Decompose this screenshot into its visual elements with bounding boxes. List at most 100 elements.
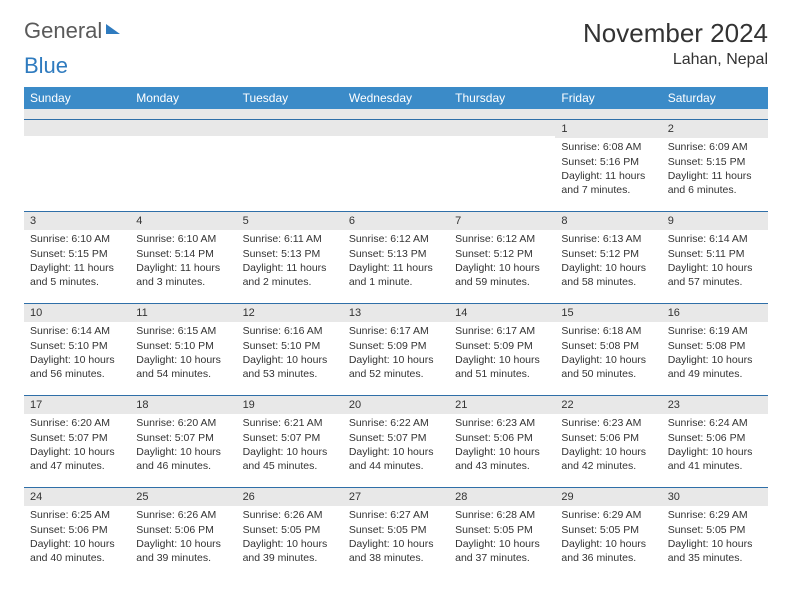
day-number xyxy=(237,120,343,136)
spacer-cell xyxy=(343,109,449,119)
calendar-cell: 19Sunrise: 6:21 AMSunset: 5:07 PMDayligh… xyxy=(237,395,343,487)
calendar-cell: 3Sunrise: 6:10 AMSunset: 5:15 PMDaylight… xyxy=(24,211,130,303)
sunset-text: Sunset: 5:08 PM xyxy=(561,339,655,353)
sunrise-text: Sunrise: 6:10 AM xyxy=(30,232,124,246)
day-number: 8 xyxy=(555,212,661,231)
daylight-text: Daylight: 10 hours and 36 minutes. xyxy=(561,537,655,565)
sunset-text: Sunset: 5:08 PM xyxy=(668,339,762,353)
sunrise-text: Sunrise: 6:09 AM xyxy=(668,140,762,154)
sunrise-text: Sunrise: 6:17 AM xyxy=(455,324,549,338)
calendar-cell: 2Sunrise: 6:09 AMSunset: 5:15 PMDaylight… xyxy=(662,119,768,211)
day-number: 9 xyxy=(662,212,768,231)
sunset-text: Sunset: 5:06 PM xyxy=(136,523,230,537)
sunset-text: Sunset: 5:05 PM xyxy=(668,523,762,537)
weekday-header: Saturday xyxy=(662,87,768,109)
daylight-text: Daylight: 11 hours and 6 minutes. xyxy=(668,169,762,197)
daylight-text: Daylight: 10 hours and 46 minutes. xyxy=(136,445,230,473)
sunset-text: Sunset: 5:05 PM xyxy=(561,523,655,537)
day-number xyxy=(24,120,130,136)
calendar-cell: 11Sunrise: 6:15 AMSunset: 5:10 PMDayligh… xyxy=(130,303,236,395)
day-number: 22 xyxy=(555,396,661,415)
calendar-row: 10Sunrise: 6:14 AMSunset: 5:10 PMDayligh… xyxy=(24,303,768,395)
day-body xyxy=(130,136,236,142)
day-number: 21 xyxy=(449,396,555,415)
sunset-text: Sunset: 5:06 PM xyxy=(668,431,762,445)
sunrise-text: Sunrise: 6:26 AM xyxy=(243,508,337,522)
day-body: Sunrise: 6:14 AMSunset: 5:10 PMDaylight:… xyxy=(24,322,130,385)
calendar-cell: 5Sunrise: 6:11 AMSunset: 5:13 PMDaylight… xyxy=(237,211,343,303)
calendar-cell: 9Sunrise: 6:14 AMSunset: 5:11 PMDaylight… xyxy=(662,211,768,303)
sunset-text: Sunset: 5:05 PM xyxy=(349,523,443,537)
day-number: 4 xyxy=(130,212,236,231)
daylight-text: Daylight: 11 hours and 2 minutes. xyxy=(243,261,337,289)
day-number: 27 xyxy=(343,488,449,507)
calendar-cell: 14Sunrise: 6:17 AMSunset: 5:09 PMDayligh… xyxy=(449,303,555,395)
calendar-cell: 24Sunrise: 6:25 AMSunset: 5:06 PMDayligh… xyxy=(24,487,130,579)
calendar-body: 1Sunrise: 6:08 AMSunset: 5:16 PMDaylight… xyxy=(24,109,768,579)
spacer-cell xyxy=(555,109,661,119)
day-number: 3 xyxy=(24,212,130,231)
day-number: 11 xyxy=(130,304,236,323)
logo-word-1: General xyxy=(24,18,102,44)
day-number: 15 xyxy=(555,304,661,323)
weekday-header: Tuesday xyxy=(237,87,343,109)
day-number: 19 xyxy=(237,396,343,415)
daylight-text: Daylight: 10 hours and 53 minutes. xyxy=(243,353,337,381)
sunrise-text: Sunrise: 6:14 AM xyxy=(30,324,124,338)
day-body: Sunrise: 6:09 AMSunset: 5:15 PMDaylight:… xyxy=(662,138,768,201)
sunset-text: Sunset: 5:10 PM xyxy=(243,339,337,353)
day-body: Sunrise: 6:18 AMSunset: 5:08 PMDaylight:… xyxy=(555,322,661,385)
day-body: Sunrise: 6:22 AMSunset: 5:07 PMDaylight:… xyxy=(343,414,449,477)
day-body: Sunrise: 6:10 AMSunset: 5:14 PMDaylight:… xyxy=(130,230,236,293)
daylight-text: Daylight: 11 hours and 1 minute. xyxy=(349,261,443,289)
daylight-text: Daylight: 11 hours and 7 minutes. xyxy=(561,169,655,197)
daylight-text: Daylight: 10 hours and 56 minutes. xyxy=(30,353,124,381)
day-body: Sunrise: 6:17 AMSunset: 5:09 PMDaylight:… xyxy=(449,322,555,385)
daylight-text: Daylight: 10 hours and 54 minutes. xyxy=(136,353,230,381)
day-body: Sunrise: 6:20 AMSunset: 5:07 PMDaylight:… xyxy=(130,414,236,477)
sunset-text: Sunset: 5:10 PM xyxy=(30,339,124,353)
daylight-text: Daylight: 10 hours and 38 minutes. xyxy=(349,537,443,565)
day-body: Sunrise: 6:10 AMSunset: 5:15 PMDaylight:… xyxy=(24,230,130,293)
day-number: 24 xyxy=(24,488,130,507)
calendar-cell xyxy=(449,119,555,211)
sunrise-text: Sunrise: 6:22 AM xyxy=(349,416,443,430)
day-number: 28 xyxy=(449,488,555,507)
calendar-cell: 1Sunrise: 6:08 AMSunset: 5:16 PMDaylight… xyxy=(555,119,661,211)
day-number xyxy=(449,120,555,136)
calendar-cell: 10Sunrise: 6:14 AMSunset: 5:10 PMDayligh… xyxy=(24,303,130,395)
logo-word-2: Blue xyxy=(24,53,68,79)
weekday-header: Wednesday xyxy=(343,87,449,109)
calendar-cell: 27Sunrise: 6:27 AMSunset: 5:05 PMDayligh… xyxy=(343,487,449,579)
day-body: Sunrise: 6:25 AMSunset: 5:06 PMDaylight:… xyxy=(24,506,130,569)
day-number: 5 xyxy=(237,212,343,231)
spacer-cell xyxy=(24,109,130,119)
sunset-text: Sunset: 5:09 PM xyxy=(349,339,443,353)
day-body: Sunrise: 6:20 AMSunset: 5:07 PMDaylight:… xyxy=(24,414,130,477)
daylight-text: Daylight: 10 hours and 49 minutes. xyxy=(668,353,762,381)
day-body: Sunrise: 6:16 AMSunset: 5:10 PMDaylight:… xyxy=(237,322,343,385)
calendar-cell xyxy=(130,119,236,211)
sunrise-text: Sunrise: 6:29 AM xyxy=(668,508,762,522)
calendar-cell: 4Sunrise: 6:10 AMSunset: 5:14 PMDaylight… xyxy=(130,211,236,303)
day-body: Sunrise: 6:29 AMSunset: 5:05 PMDaylight:… xyxy=(555,506,661,569)
sunrise-text: Sunrise: 6:27 AM xyxy=(349,508,443,522)
day-number xyxy=(343,120,449,136)
daylight-text: Daylight: 11 hours and 3 minutes. xyxy=(136,261,230,289)
day-body: Sunrise: 6:23 AMSunset: 5:06 PMDaylight:… xyxy=(555,414,661,477)
calendar-cell: 29Sunrise: 6:29 AMSunset: 5:05 PMDayligh… xyxy=(555,487,661,579)
sunset-text: Sunset: 5:06 PM xyxy=(30,523,124,537)
day-body: Sunrise: 6:29 AMSunset: 5:05 PMDaylight:… xyxy=(662,506,768,569)
spacer-cell xyxy=(237,109,343,119)
calendar-row: 1Sunrise: 6:08 AMSunset: 5:16 PMDaylight… xyxy=(24,119,768,211)
calendar-cell: 21Sunrise: 6:23 AMSunset: 5:06 PMDayligh… xyxy=(449,395,555,487)
day-number: 2 xyxy=(662,120,768,139)
day-body xyxy=(237,136,343,142)
calendar-cell: 7Sunrise: 6:12 AMSunset: 5:12 PMDaylight… xyxy=(449,211,555,303)
sunset-text: Sunset: 5:12 PM xyxy=(455,247,549,261)
day-body: Sunrise: 6:12 AMSunset: 5:13 PMDaylight:… xyxy=(343,230,449,293)
spacer-cell xyxy=(449,109,555,119)
day-number: 7 xyxy=(449,212,555,231)
sunrise-text: Sunrise: 6:23 AM xyxy=(561,416,655,430)
sunrise-text: Sunrise: 6:12 AM xyxy=(349,232,443,246)
